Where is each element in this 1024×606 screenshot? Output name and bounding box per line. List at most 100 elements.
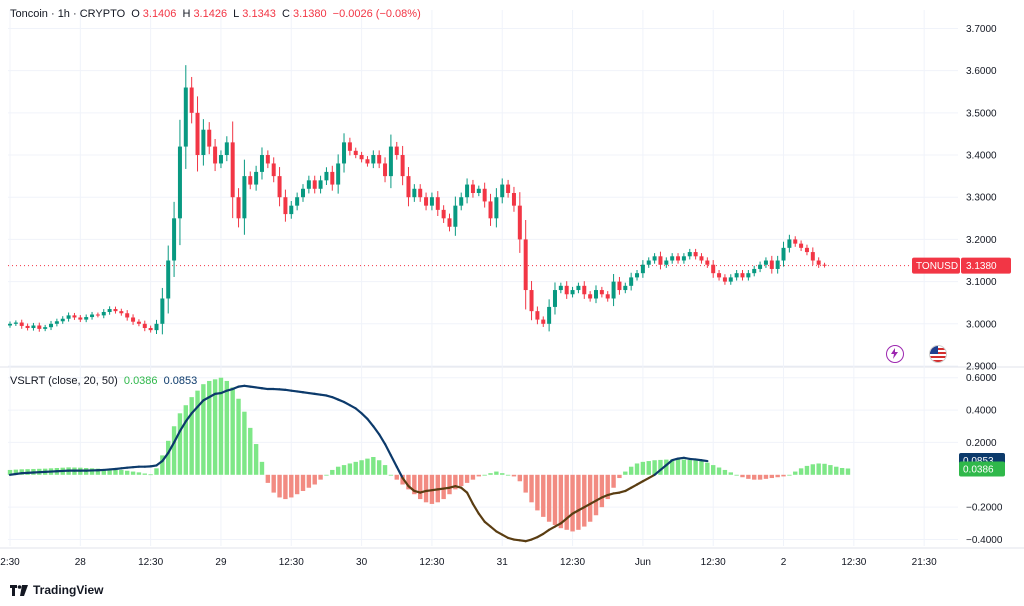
indicator-line-segment xyxy=(489,525,498,533)
candle-body xyxy=(547,306,552,324)
candle-body xyxy=(670,256,675,261)
histogram-bar xyxy=(253,444,259,475)
indicator-line-segment xyxy=(536,532,545,539)
histogram-bar xyxy=(166,440,171,475)
candle-body xyxy=(435,197,440,210)
candle-body xyxy=(746,273,751,278)
histogram-bar xyxy=(628,466,634,475)
indicator-line-segment xyxy=(389,454,398,468)
candle-body xyxy=(306,180,311,189)
histogram-bar xyxy=(447,474,452,495)
candle-body xyxy=(254,171,259,185)
candle-body xyxy=(476,188,481,193)
histogram-bar xyxy=(839,468,845,475)
candle-body xyxy=(406,176,411,198)
histogram-bar xyxy=(546,474,552,522)
histogram-bar xyxy=(283,474,288,500)
histogram-bar xyxy=(675,459,681,475)
candles xyxy=(8,65,827,335)
histogram-bar xyxy=(705,462,710,475)
candle-body xyxy=(810,252,815,261)
histogram-bar xyxy=(341,465,347,475)
candle-body xyxy=(693,252,698,257)
lightning-icon[interactable] xyxy=(886,345,904,363)
histogram-bar xyxy=(183,405,188,475)
histogram-bar xyxy=(418,474,423,500)
indicator-axis: 0.6000 0.4000 0.2000 −0.2000 −0.4000 xyxy=(966,373,1003,546)
candle-body xyxy=(758,264,763,269)
histogram-bar xyxy=(752,474,757,480)
tradingview-logo[interactable]: TradingView xyxy=(10,583,103,597)
histogram-bar xyxy=(798,468,804,475)
indicator-line-segment xyxy=(548,525,557,531)
symbol-title[interactable]: Toncoin · 1h · CRYPTO xyxy=(10,8,126,20)
candle-body xyxy=(687,252,692,257)
histogram-bar xyxy=(136,472,142,475)
candle-body xyxy=(529,290,534,312)
candle-body xyxy=(60,318,65,322)
candle-body xyxy=(652,256,657,261)
indicator-line-segment xyxy=(383,442,392,457)
indicator-line-segment xyxy=(465,491,475,506)
histogram-bar xyxy=(453,474,458,490)
candle-body xyxy=(541,319,546,324)
histogram-bar xyxy=(716,467,722,475)
candle-body xyxy=(218,155,223,164)
indicator-line-segment xyxy=(342,400,351,407)
time-tick-label: 21:30 xyxy=(912,557,937,568)
low-label: L xyxy=(233,8,240,20)
histogram-bar xyxy=(195,390,200,475)
indicator-line-segment xyxy=(395,465,404,480)
histogram-bar xyxy=(248,427,253,475)
candle-body xyxy=(31,325,36,329)
candle-body xyxy=(359,155,364,160)
candle-body xyxy=(8,323,12,326)
indicator-legend: VSLRT (close, 20, 50) 0.0386 0.0853 xyxy=(10,375,200,387)
histogram-bar xyxy=(558,474,564,529)
indicator-name[interactable]: VSLRT (close, 20, 50) xyxy=(10,375,118,387)
time-tick-label: 28 xyxy=(75,557,87,568)
candle-body xyxy=(330,171,335,185)
indicator-line-segment xyxy=(360,412,369,421)
indicator-line-segment xyxy=(401,476,410,488)
histogram-bar xyxy=(335,466,341,475)
histogram-bar xyxy=(646,461,651,475)
indicator-line-segment xyxy=(542,528,551,535)
histogram-bar xyxy=(119,469,124,475)
open-label: O xyxy=(131,8,140,20)
tradingview-logo-icon xyxy=(10,584,28,596)
histogram-bar xyxy=(101,468,106,475)
candle-body xyxy=(183,87,188,147)
histogram-bar xyxy=(388,474,394,476)
indicator-line-segment xyxy=(653,468,662,476)
histogram-bar xyxy=(242,411,247,475)
candle-body xyxy=(324,171,329,181)
us-flag-icon[interactable] xyxy=(929,345,947,363)
candle-body xyxy=(623,285,628,291)
histogram-bar xyxy=(652,460,657,475)
price-tick-label: 2.9000 xyxy=(966,362,997,373)
histogram-bar xyxy=(816,463,821,475)
candle-body xyxy=(705,260,710,265)
candle-body xyxy=(201,129,206,156)
candle-body xyxy=(646,260,651,265)
candle-body xyxy=(19,322,24,326)
histogram-bar xyxy=(576,474,581,530)
price-tag-value-box xyxy=(961,257,1011,274)
histogram-bar xyxy=(224,380,230,475)
histogram-bar xyxy=(13,469,19,475)
histogram-bar xyxy=(488,473,493,475)
candle-body xyxy=(142,323,147,329)
candle-body xyxy=(277,176,282,198)
price-tick-label: 3.3000 xyxy=(966,193,997,204)
candle-body xyxy=(816,260,821,265)
indicator-line-segment xyxy=(647,473,656,480)
indicator-line-segment xyxy=(495,530,504,536)
candle-body xyxy=(84,317,89,320)
histogram-bar xyxy=(593,474,599,516)
indicator-line-segment xyxy=(372,425,381,436)
indicator-line-segment xyxy=(378,433,387,446)
candle-body xyxy=(494,197,499,219)
